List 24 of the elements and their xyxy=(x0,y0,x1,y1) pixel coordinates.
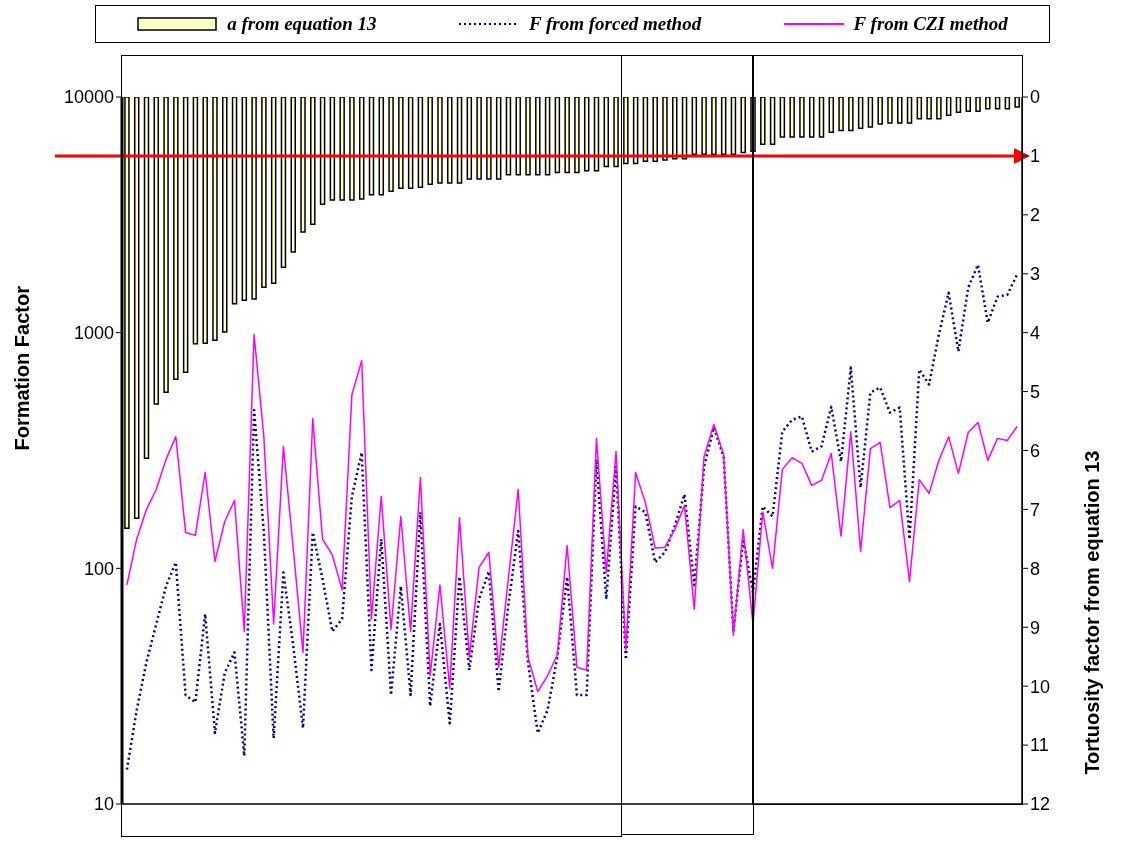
y2-tick-label: 0 xyxy=(1030,87,1041,108)
y2-tick-label: 10 xyxy=(1030,676,1051,697)
legend-label: F from CZI method xyxy=(853,13,1008,35)
y2-tick-label: 7 xyxy=(1030,499,1041,520)
y2-tick-label: 12 xyxy=(1030,794,1051,815)
y2-axis-title: Tortuosity factor from equation 13 xyxy=(1081,450,1104,775)
legend-label: F from forced method xyxy=(528,13,702,35)
y2-tick-label: 6 xyxy=(1030,440,1041,461)
y-axis-title: Formation Factor xyxy=(11,285,34,451)
y-tick-label: 100 xyxy=(83,558,114,579)
y2-tick-label: 2 xyxy=(1030,205,1041,226)
line-series xyxy=(126,333,1018,693)
y2-tick-label: 11 xyxy=(1030,735,1049,756)
y2-tick-label: 4 xyxy=(1030,323,1041,344)
y2-tick-label: 8 xyxy=(1030,558,1041,579)
y-tick-label: 10000 xyxy=(63,87,114,108)
y2-tick-label: 3 xyxy=(1030,264,1041,285)
legend-label: a from equation 13 xyxy=(227,13,377,35)
y2-tick-label: 1 xyxy=(1030,146,1041,167)
y-tick-label: 10 xyxy=(93,794,114,815)
y-tick-label: 1000 xyxy=(73,323,114,344)
y2-tick-label: 9 xyxy=(1030,617,1041,638)
line-series xyxy=(125,263,1019,771)
y2-tick-label: 5 xyxy=(1030,381,1041,402)
